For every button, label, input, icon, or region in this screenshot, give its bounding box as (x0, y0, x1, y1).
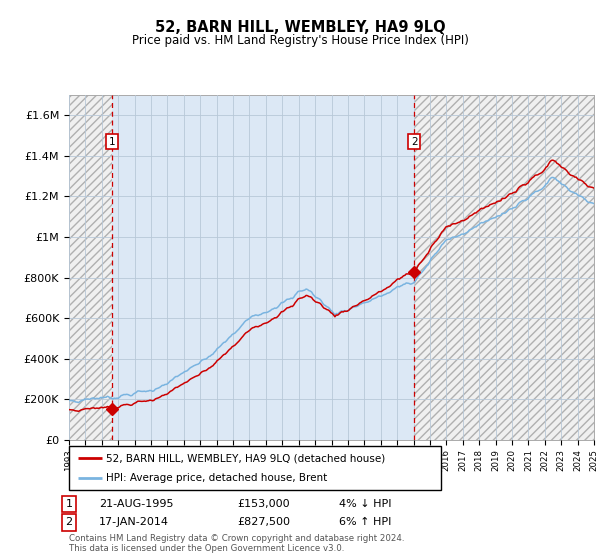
Text: 2: 2 (411, 137, 418, 147)
Text: Price paid vs. HM Land Registry's House Price Index (HPI): Price paid vs. HM Land Registry's House … (131, 34, 469, 46)
Bar (69, 95, 112, 440)
Text: Contains HM Land Registry data © Crown copyright and database right 2024.
This d: Contains HM Land Registry data © Crown c… (69, 534, 404, 553)
Text: 1: 1 (65, 499, 73, 509)
Text: 52, BARN HILL, WEMBLEY, HA9 9LQ (detached house): 52, BARN HILL, WEMBLEY, HA9 9LQ (detache… (106, 453, 385, 463)
Text: 52, BARN HILL, WEMBLEY, HA9 9LQ: 52, BARN HILL, WEMBLEY, HA9 9LQ (155, 20, 445, 35)
Text: 6% ↑ HPI: 6% ↑ HPI (339, 517, 391, 528)
Text: 4% ↓ HPI: 4% ↓ HPI (339, 499, 391, 509)
Text: 2: 2 (65, 517, 73, 528)
Text: £827,500: £827,500 (237, 517, 290, 528)
Text: 1: 1 (109, 137, 116, 147)
Text: £153,000: £153,000 (237, 499, 290, 509)
Text: HPI: Average price, detached house, Brent: HPI: Average price, detached house, Bren… (106, 473, 328, 483)
Text: 21-AUG-1995: 21-AUG-1995 (99, 499, 173, 509)
Text: 17-JAN-2014: 17-JAN-2014 (99, 517, 169, 528)
Bar (414, 95, 594, 440)
Bar (69, 95, 112, 440)
